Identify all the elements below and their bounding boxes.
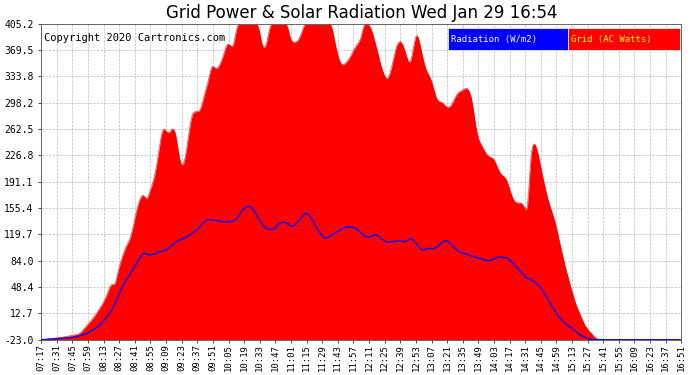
- Text: Radiation (W/m2): Radiation (W/m2): [451, 35, 537, 44]
- Text: Grid (AC Watts): Grid (AC Watts): [571, 35, 652, 44]
- FancyBboxPatch shape: [568, 28, 680, 50]
- Title: Grid Power & Solar Radiation Wed Jan 29 16:54: Grid Power & Solar Radiation Wed Jan 29 …: [166, 4, 557, 22]
- FancyBboxPatch shape: [448, 28, 568, 50]
- Text: Copyright 2020 Cartronics.com: Copyright 2020 Cartronics.com: [44, 33, 226, 43]
